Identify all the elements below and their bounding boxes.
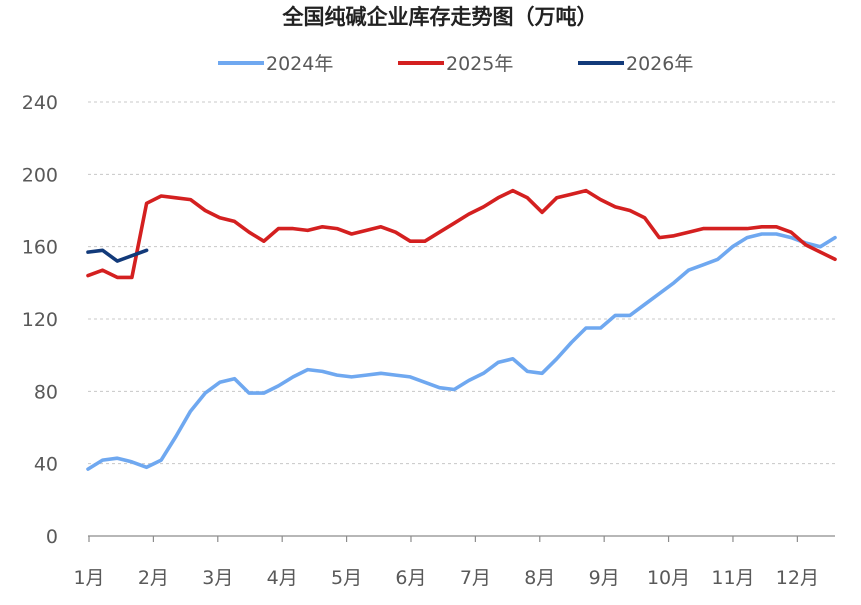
x-tick-label: 6月 [395,567,426,589]
y-axis: 0 40 80 120 160 200 240 [22,92,58,548]
legend-label: 2026年 [626,53,693,75]
legend-label: 2024年 [266,53,333,75]
x-tick-label: 12月 [776,567,819,589]
y-tick-label: 80 [34,381,58,403]
x-axis: 1月 2月 3月 4月 5月 6月 7月 8月 9月 10月 11月 12月 [73,535,835,589]
y-tick-label: 40 [34,454,58,476]
y-tick-label: 0 [46,526,58,548]
y-tick-label: 160 [22,237,58,259]
legend: 2024年 2025年 2026年 [218,53,693,75]
series-line-2024 [86,232,837,471]
series-line-2025 [86,188,837,280]
x-tick-label: 3月 [202,567,233,589]
grid [88,101,835,465]
series-layer [86,188,837,471]
x-tick-label: 7月 [460,567,491,589]
series-line-2026 [86,248,149,263]
chart-title: 全国纯碱企业库存走势图（万吨） [282,5,598,29]
x-tick-label: 4月 [267,567,298,589]
x-tick-label: 9月 [589,567,620,589]
legend-label: 2025年 [446,53,513,75]
x-tick-label: 2月 [138,567,169,589]
x-tick-label: 1月 [73,567,104,589]
x-tick-label: 11月 [711,567,754,589]
x-tick-label: 8月 [524,567,555,589]
y-tick-label: 120 [22,309,58,331]
x-tick-label: 5月 [331,567,362,589]
y-tick-label: 240 [22,92,58,114]
x-tick-label: 10月 [647,567,690,589]
y-tick-label: 200 [22,164,58,186]
